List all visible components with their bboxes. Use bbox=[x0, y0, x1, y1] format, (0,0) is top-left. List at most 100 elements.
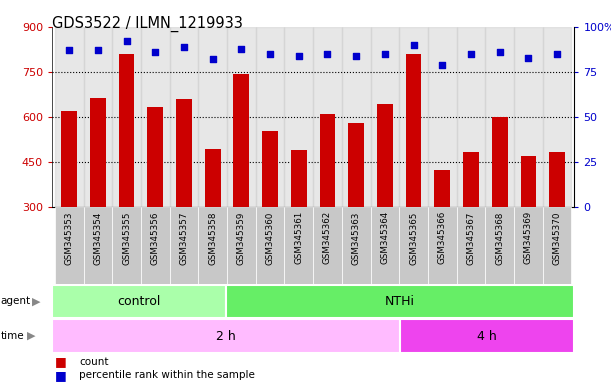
Text: percentile rank within the sample: percentile rank within the sample bbox=[79, 371, 255, 381]
Text: GSM345359: GSM345359 bbox=[237, 211, 246, 265]
Text: GSM345360: GSM345360 bbox=[266, 211, 274, 265]
Text: GSM345368: GSM345368 bbox=[495, 211, 504, 265]
Bar bbox=[428, 207, 456, 284]
Bar bbox=[399, 27, 428, 207]
Point bbox=[64, 47, 74, 53]
Bar bbox=[256, 27, 285, 207]
Point bbox=[122, 38, 131, 45]
Point bbox=[93, 47, 103, 53]
Text: 4 h: 4 h bbox=[477, 329, 497, 343]
Bar bbox=[262, 131, 278, 207]
Text: agent: agent bbox=[1, 296, 31, 306]
Bar bbox=[227, 207, 256, 284]
Text: GSM345362: GSM345362 bbox=[323, 211, 332, 265]
Bar bbox=[492, 117, 508, 207]
Text: GSM345365: GSM345365 bbox=[409, 211, 418, 265]
Bar bbox=[342, 27, 370, 207]
Text: GSM345357: GSM345357 bbox=[180, 211, 188, 265]
Text: GSM345356: GSM345356 bbox=[151, 211, 159, 265]
Bar bbox=[176, 99, 192, 207]
Bar bbox=[233, 73, 249, 207]
Point bbox=[552, 51, 562, 57]
Bar bbox=[170, 207, 199, 284]
Point bbox=[150, 49, 160, 55]
Text: GSM345369: GSM345369 bbox=[524, 211, 533, 265]
Bar bbox=[119, 54, 134, 207]
Text: ■: ■ bbox=[55, 369, 67, 382]
Bar bbox=[84, 207, 112, 284]
Bar bbox=[342, 207, 370, 284]
Text: GSM345364: GSM345364 bbox=[381, 211, 389, 265]
Bar bbox=[285, 207, 313, 284]
Text: GDS3522 / ILMN_1219933: GDS3522 / ILMN_1219933 bbox=[52, 15, 243, 31]
Point bbox=[466, 51, 476, 57]
Bar bbox=[112, 27, 141, 207]
Text: count: count bbox=[79, 357, 109, 367]
Bar bbox=[55, 207, 84, 284]
Text: GSM345358: GSM345358 bbox=[208, 211, 217, 265]
Bar bbox=[205, 149, 221, 207]
Text: GSM345366: GSM345366 bbox=[438, 211, 447, 265]
Bar bbox=[514, 27, 543, 207]
Point bbox=[351, 53, 361, 59]
Bar bbox=[291, 150, 307, 207]
Bar bbox=[428, 27, 456, 207]
Bar bbox=[485, 207, 514, 284]
Point bbox=[495, 49, 505, 55]
Bar bbox=[52, 319, 400, 353]
Bar bbox=[400, 319, 574, 353]
Bar bbox=[370, 27, 399, 207]
Bar bbox=[313, 207, 342, 284]
Bar bbox=[199, 207, 227, 284]
Point bbox=[179, 44, 189, 50]
Text: ■: ■ bbox=[55, 355, 67, 368]
Bar bbox=[313, 27, 342, 207]
Point bbox=[323, 51, 332, 57]
Text: control: control bbox=[117, 295, 161, 308]
Point bbox=[524, 55, 533, 61]
Point bbox=[380, 51, 390, 57]
Bar bbox=[434, 170, 450, 207]
Bar bbox=[463, 152, 479, 207]
Point bbox=[236, 45, 246, 51]
Bar bbox=[456, 27, 485, 207]
Text: NTHi: NTHi bbox=[385, 295, 415, 308]
Bar bbox=[199, 27, 227, 207]
Bar bbox=[227, 27, 256, 207]
Bar bbox=[112, 207, 141, 284]
Text: time: time bbox=[1, 331, 24, 341]
Bar bbox=[141, 27, 170, 207]
Bar bbox=[514, 207, 543, 284]
Bar bbox=[348, 123, 364, 207]
Bar bbox=[52, 285, 226, 318]
Bar bbox=[84, 27, 112, 207]
Bar bbox=[61, 111, 77, 207]
Bar bbox=[406, 54, 422, 207]
Point bbox=[294, 53, 304, 59]
Bar bbox=[147, 107, 163, 207]
Bar bbox=[285, 27, 313, 207]
Bar bbox=[456, 207, 485, 284]
Bar bbox=[320, 114, 335, 207]
Text: 2 h: 2 h bbox=[216, 329, 236, 343]
Bar bbox=[399, 207, 428, 284]
Text: GSM345363: GSM345363 bbox=[352, 211, 360, 265]
Point bbox=[409, 42, 419, 48]
Point bbox=[208, 56, 218, 63]
Point bbox=[265, 51, 275, 57]
Bar bbox=[543, 207, 571, 284]
Bar bbox=[141, 207, 170, 284]
Bar bbox=[226, 285, 574, 318]
Text: ▶: ▶ bbox=[32, 296, 40, 306]
Bar bbox=[90, 98, 106, 207]
Bar bbox=[521, 156, 536, 207]
Bar bbox=[170, 27, 199, 207]
Text: GSM345355: GSM345355 bbox=[122, 211, 131, 265]
Bar bbox=[55, 27, 84, 207]
Text: GSM345367: GSM345367 bbox=[467, 211, 475, 265]
Bar bbox=[549, 152, 565, 207]
Text: GSM345370: GSM345370 bbox=[552, 211, 562, 265]
Bar bbox=[256, 207, 285, 284]
Text: GSM345353: GSM345353 bbox=[65, 211, 74, 265]
Text: ▶: ▶ bbox=[27, 331, 35, 341]
